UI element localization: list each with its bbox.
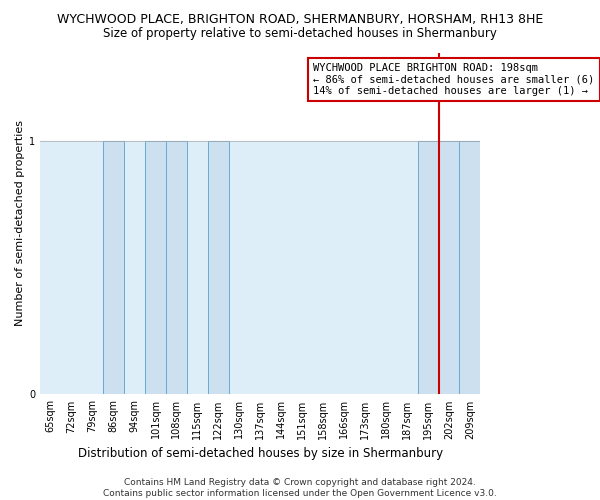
Y-axis label: Number of semi-detached properties: Number of semi-detached properties xyxy=(15,120,25,326)
Bar xyxy=(103,141,124,395)
Bar xyxy=(439,141,460,395)
Text: WYCHWOOD PLACE, BRIGHTON ROAD, SHERMANBURY, HORSHAM, RH13 8HE: WYCHWOOD PLACE, BRIGHTON ROAD, SHERMANBU… xyxy=(57,12,543,26)
Text: Size of property relative to semi-detached houses in Shermanbury: Size of property relative to semi-detach… xyxy=(103,28,497,40)
Bar xyxy=(418,141,439,395)
Bar xyxy=(145,141,166,395)
Bar xyxy=(460,141,481,395)
Bar xyxy=(166,141,187,395)
X-axis label: Distribution of semi-detached houses by size in Shermanbury: Distribution of semi-detached houses by … xyxy=(78,447,443,460)
Bar xyxy=(40,141,481,395)
Text: Contains HM Land Registry data © Crown copyright and database right 2024.
Contai: Contains HM Land Registry data © Crown c… xyxy=(103,478,497,498)
Text: WYCHWOOD PLACE BRIGHTON ROAD: 198sqm
← 86% of semi-detached houses are smaller (: WYCHWOOD PLACE BRIGHTON ROAD: 198sqm ← 8… xyxy=(313,63,595,96)
Bar xyxy=(208,141,229,395)
